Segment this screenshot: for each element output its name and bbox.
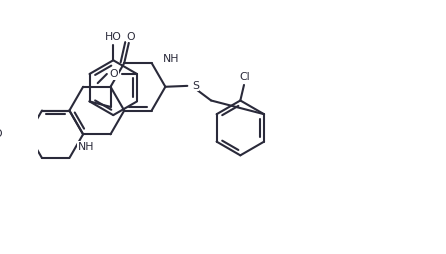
Text: HO: HO: [105, 33, 122, 42]
Text: O: O: [126, 31, 135, 41]
Text: O: O: [110, 69, 119, 79]
Text: Cl: Cl: [240, 72, 250, 82]
Text: S: S: [192, 81, 199, 91]
Text: NH: NH: [78, 141, 94, 152]
Text: NH: NH: [163, 54, 179, 64]
Text: O: O: [0, 129, 2, 139]
